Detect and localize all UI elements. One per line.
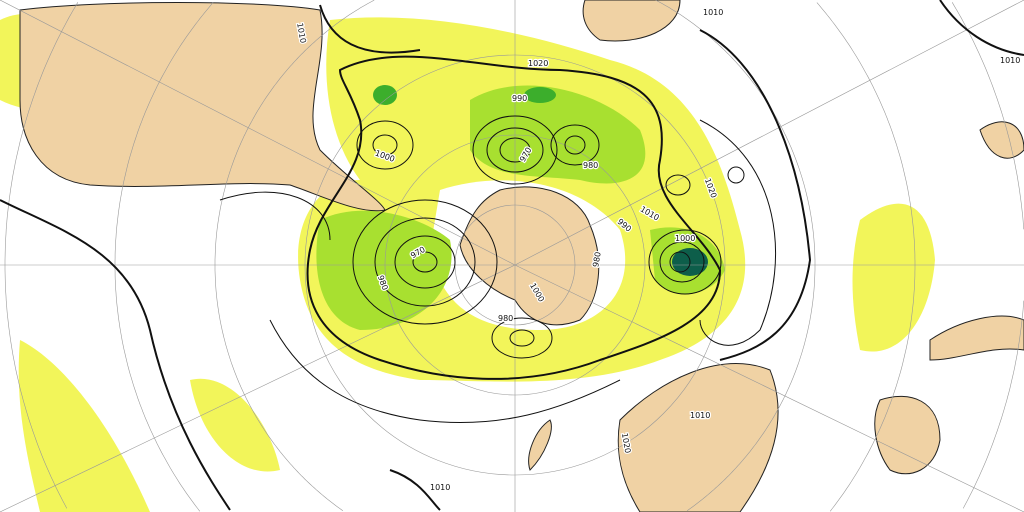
island (979, 121, 1024, 159)
precip-core (524, 87, 556, 103)
isobar-label: 1000 (675, 234, 695, 243)
new-zealand (582, 0, 681, 42)
indonesia (929, 315, 1024, 361)
precip-area (316, 210, 452, 330)
isobar-label: 1010 (430, 483, 450, 492)
antarctica (459, 186, 600, 326)
isobar-label: 1010 (703, 8, 723, 17)
isobar-label: 980 (591, 251, 603, 268)
precip-area (18, 340, 150, 512)
isobar-label: 1010 (1000, 56, 1020, 65)
australia (874, 395, 941, 475)
isobar-label: 980 (583, 161, 598, 170)
latitude-circle (114, 2, 916, 512)
precip-area (190, 378, 280, 472)
isobar-label: 1010 (690, 411, 710, 420)
isobar-label: 980 (498, 314, 513, 323)
latitude-circle (4, 2, 1024, 509)
isobar-label: 1020 (528, 59, 548, 68)
africa (617, 363, 779, 512)
precip-area (470, 85, 646, 184)
precip-core (373, 85, 397, 105)
land-layer (19, 0, 1024, 512)
isobar-label: 990 (512, 94, 527, 103)
precip-area (852, 203, 935, 352)
madagascar (528, 419, 552, 471)
